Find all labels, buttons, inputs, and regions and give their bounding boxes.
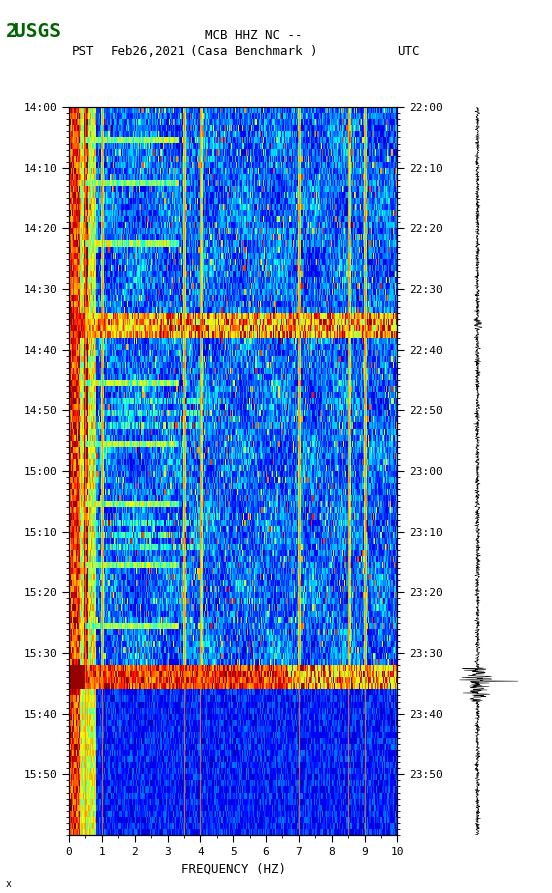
Text: USGS: USGS [14,22,61,41]
Text: UTC: UTC [397,45,420,58]
X-axis label: FREQUENCY (HZ): FREQUENCY (HZ) [181,863,286,875]
Text: 2: 2 [6,22,17,41]
Text: (Casa Benchmark ): (Casa Benchmark ) [190,45,317,58]
Text: Feb26,2021: Feb26,2021 [110,45,185,58]
Text: MCB HHZ NC --: MCB HHZ NC -- [205,29,302,42]
Text: x: x [6,879,12,889]
Text: PST: PST [72,45,94,58]
